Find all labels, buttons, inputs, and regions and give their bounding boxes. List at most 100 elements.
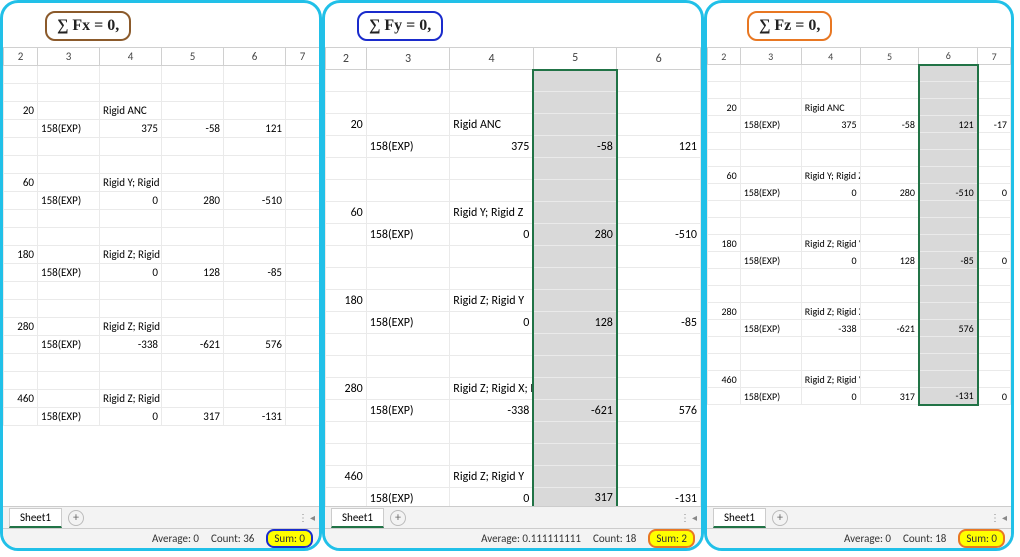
cell[interactable] — [533, 422, 617, 444]
table-row[interactable] — [4, 84, 320, 102]
table-row[interactable]: 280Rigid Z; Rigid X; Rigid Y — [4, 318, 320, 336]
cell[interactable] — [4, 336, 38, 354]
cell[interactable] — [978, 320, 1011, 337]
cell[interactable]: 375 — [801, 116, 860, 133]
cell[interactable]: 0 — [100, 408, 162, 426]
cell[interactable] — [533, 158, 617, 180]
add-sheet-icon[interactable]: + — [772, 510, 788, 526]
table-row[interactable]: 158(EXP)375-58121 — [326, 136, 701, 158]
cell[interactable] — [38, 84, 100, 102]
cell[interactable] — [286, 390, 320, 408]
table-row[interactable]: 280Rigid Z; Rigid X; Rigid Y — [708, 303, 1011, 320]
cell[interactable] — [326, 334, 367, 356]
cell[interactable] — [100, 282, 162, 300]
cell[interactable] — [366, 114, 450, 136]
cell[interactable] — [162, 300, 224, 318]
cell[interactable] — [450, 70, 534, 92]
tab-scroll-icon[interactable]: ⋮◂ — [680, 511, 697, 524]
cell[interactable]: 375 — [100, 120, 162, 138]
cell[interactable]: -621 — [162, 336, 224, 354]
table-row[interactable]: 180Rigid Z; Rigid Y — [326, 290, 701, 312]
table-row[interactable] — [326, 422, 701, 444]
cell[interactable] — [100, 372, 162, 390]
cell[interactable]: 20 — [708, 99, 741, 116]
cell[interactable] — [366, 444, 450, 466]
table-row[interactable] — [4, 138, 320, 156]
cell[interactable] — [533, 290, 617, 312]
cell[interactable] — [450, 158, 534, 180]
cell[interactable]: 280 — [4, 318, 38, 336]
table-row[interactable] — [326, 356, 701, 378]
table-row[interactable]: 158(EXP)0280-5100 — [708, 184, 1011, 201]
cell[interactable] — [978, 65, 1011, 82]
cell[interactable] — [38, 372, 100, 390]
cell[interactable] — [919, 99, 978, 116]
cell[interactable] — [326, 444, 367, 466]
cell[interactable] — [919, 337, 978, 354]
cell[interactable] — [801, 218, 860, 235]
cell[interactable] — [366, 92, 450, 114]
cell[interactable] — [919, 269, 978, 286]
cell[interactable] — [740, 337, 801, 354]
cell[interactable] — [617, 290, 701, 312]
cell[interactable] — [860, 371, 919, 388]
cell[interactable]: Rigid Z; Rigid Y — [100, 246, 162, 264]
cell[interactable] — [4, 120, 38, 138]
cell[interactable] — [919, 65, 978, 82]
add-sheet-icon[interactable]: + — [390, 510, 406, 526]
cell[interactable]: 158(EXP) — [740, 388, 801, 405]
spreadsheet-table[interactable]: 2345620Rigid ANC158(EXP)375-5812160Rigid… — [325, 47, 701, 506]
col-header[interactable]: 5 — [162, 48, 224, 66]
table-row[interactable] — [4, 210, 320, 228]
cell[interactable]: 0 — [450, 224, 534, 246]
cell[interactable]: Rigid Y; Rigid Z — [100, 174, 162, 192]
cell[interactable] — [617, 70, 701, 92]
cell[interactable]: 576 — [224, 336, 286, 354]
cell[interactable]: Rigid Z; Rigid X; Rigid Y — [450, 378, 534, 400]
cell[interactable]: 158(EXP) — [366, 224, 450, 246]
cell[interactable]: Rigid Z; Rigid Y — [801, 371, 860, 388]
cell[interactable]: -338 — [100, 336, 162, 354]
table-row[interactable]: 158(EXP)375-58121 — [4, 120, 320, 138]
col-header[interactable]: 3 — [38, 48, 100, 66]
cell[interactable] — [860, 303, 919, 320]
cell[interactable] — [38, 300, 100, 318]
cell[interactable] — [366, 246, 450, 268]
cell[interactable] — [224, 210, 286, 228]
table-row[interactable] — [708, 354, 1011, 371]
cell[interactable] — [326, 180, 367, 202]
table-row[interactable] — [4, 372, 320, 390]
cell[interactable] — [740, 371, 801, 388]
cell[interactable] — [4, 156, 38, 174]
table-row[interactable]: 20Rigid ANC — [4, 102, 320, 120]
cell[interactable] — [617, 180, 701, 202]
cell[interactable] — [224, 354, 286, 372]
cell[interactable] — [224, 84, 286, 102]
table-row[interactable] — [708, 218, 1011, 235]
col-header[interactable]: 6 — [617, 48, 701, 70]
cell[interactable] — [708, 337, 741, 354]
cell[interactable] — [286, 372, 320, 390]
cell[interactable] — [450, 180, 534, 202]
cell[interactable]: 60 — [326, 202, 367, 224]
cell[interactable] — [617, 202, 701, 224]
cell[interactable]: 20 — [4, 102, 38, 120]
cell[interactable] — [740, 167, 801, 184]
cell[interactable] — [919, 218, 978, 235]
cell[interactable] — [286, 66, 320, 84]
cell[interactable] — [224, 300, 286, 318]
cell[interactable] — [366, 356, 450, 378]
cell[interactable] — [162, 318, 224, 336]
table-row[interactable]: 158(EXP)0317-131 — [4, 408, 320, 426]
col-header[interactable]: 5 — [533, 48, 617, 70]
cell[interactable] — [286, 120, 320, 138]
cell[interactable] — [100, 138, 162, 156]
cell[interactable] — [326, 136, 367, 158]
cell[interactable] — [162, 156, 224, 174]
table-row[interactable]: 158(EXP)0128-85 — [4, 264, 320, 282]
cell[interactable] — [919, 235, 978, 252]
cell[interactable]: 158(EXP) — [740, 184, 801, 201]
cell[interactable] — [4, 192, 38, 210]
cell[interactable] — [533, 268, 617, 290]
cell[interactable] — [162, 138, 224, 156]
